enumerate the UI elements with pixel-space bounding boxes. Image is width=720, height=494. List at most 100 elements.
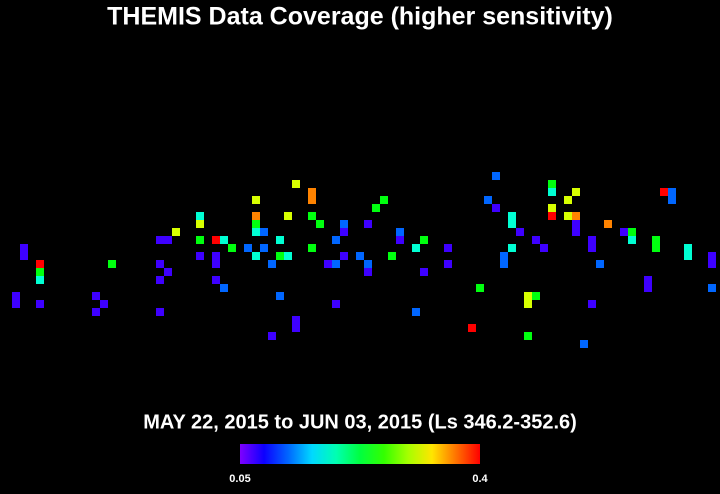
coverage-cell [668, 196, 676, 204]
coverage-cell [196, 220, 204, 228]
coverage-cell [212, 252, 220, 260]
coverage-cell [212, 260, 220, 268]
coverage-cell [420, 268, 428, 276]
coverage-cell [316, 220, 324, 228]
coverage-cell [292, 180, 300, 188]
coverage-cell [36, 268, 44, 276]
coverage-cell [548, 212, 556, 220]
coverage-cell [292, 324, 300, 332]
coverage-cell [268, 260, 276, 268]
coverage-cell [564, 212, 572, 220]
coverage-cell [548, 204, 556, 212]
coverage-cell [668, 188, 676, 196]
coverage-cell [532, 292, 540, 300]
coverage-cell [644, 284, 652, 292]
coverage-cell [12, 292, 20, 300]
coverage-cell [588, 236, 596, 244]
coverage-cell [516, 228, 524, 236]
coverage-cell [156, 260, 164, 268]
coverage-cell [36, 276, 44, 284]
coverage-cell [396, 236, 404, 244]
coverage-cell [572, 220, 580, 228]
coverage-cell [708, 252, 716, 260]
coverage-cell [172, 228, 180, 236]
coverage-cell [164, 236, 172, 244]
coverage-cell [308, 188, 316, 196]
coverage-cell [228, 244, 236, 252]
coverage-cell [444, 260, 452, 268]
coverage-cell [36, 300, 44, 308]
chart-title: THEMIS Data Coverage (higher sensitivity… [107, 3, 613, 31]
coverage-cell [100, 300, 108, 308]
coverage-cell [628, 236, 636, 244]
coverage-cell [292, 316, 300, 324]
coverage-cell [524, 300, 532, 308]
coverage-cell [372, 204, 380, 212]
coverage-cell [244, 244, 252, 252]
coverage-cell [212, 276, 220, 284]
coverage-cell [620, 228, 628, 236]
coverage-cell [580, 340, 588, 348]
coverage-cell [604, 220, 612, 228]
coverage-cell [644, 276, 652, 284]
coverage-cell [564, 196, 572, 204]
coverage-cell [20, 252, 28, 260]
coverage-cell [420, 236, 428, 244]
coverage-cell [628, 228, 636, 236]
coverage-cell [196, 212, 204, 220]
coverage-cell [156, 236, 164, 244]
chart-subtitle: MAY 22, 2015 to JUN 03, 2015 (Ls 346.2-3… [143, 411, 577, 433]
coverage-cell [652, 236, 660, 244]
coverage-cell [260, 228, 268, 236]
coverage-cell [284, 212, 292, 220]
coverage-cell [252, 252, 260, 260]
coverage-cell [492, 204, 500, 212]
coverage-cell [220, 284, 228, 292]
coverage-cell [684, 252, 692, 260]
coverage-cell [508, 244, 516, 252]
coverage-cell [156, 276, 164, 284]
coverage-cell [332, 300, 340, 308]
coverage-cell [252, 212, 260, 220]
coverage-cell [284, 252, 292, 260]
coverage-cell [340, 228, 348, 236]
coverage-cell [196, 252, 204, 260]
coverage-cell [364, 268, 372, 276]
coverage-cell [524, 332, 532, 340]
coverage-cell [276, 252, 284, 260]
coverage-cell [652, 244, 660, 252]
coverage-cell [444, 244, 452, 252]
coverage-cell [588, 300, 596, 308]
coverage-cell [548, 188, 556, 196]
coverage-cell [572, 188, 580, 196]
coverage-cell [476, 284, 484, 292]
coverage-cell [380, 196, 388, 204]
coverage-cell [412, 308, 420, 316]
coverage-cell [92, 292, 100, 300]
coverage-cell [108, 260, 116, 268]
coverage-cell [548, 180, 556, 188]
coverage-cell [156, 308, 164, 316]
coverage-cell [660, 188, 668, 196]
coverage-cell [252, 228, 260, 236]
coverage-cell [12, 300, 20, 308]
coverage-cell [508, 212, 516, 220]
coverage-cell [332, 236, 340, 244]
coverage-cell [36, 260, 44, 268]
coverage-cell [468, 324, 476, 332]
coverage-cell [324, 260, 332, 268]
coverage-cell [332, 260, 340, 268]
coverage-cell [708, 260, 716, 268]
coverage-cell [508, 220, 516, 228]
coverage-cell [92, 308, 100, 316]
coverage-cell [276, 236, 284, 244]
coverage-cell [708, 284, 716, 292]
coverage-cell [308, 196, 316, 204]
coverage-cell [412, 244, 420, 252]
coverage-cell [220, 236, 228, 244]
coverage-cell [20, 244, 28, 252]
coverage-cell [268, 332, 276, 340]
coverage-cell [588, 244, 596, 252]
